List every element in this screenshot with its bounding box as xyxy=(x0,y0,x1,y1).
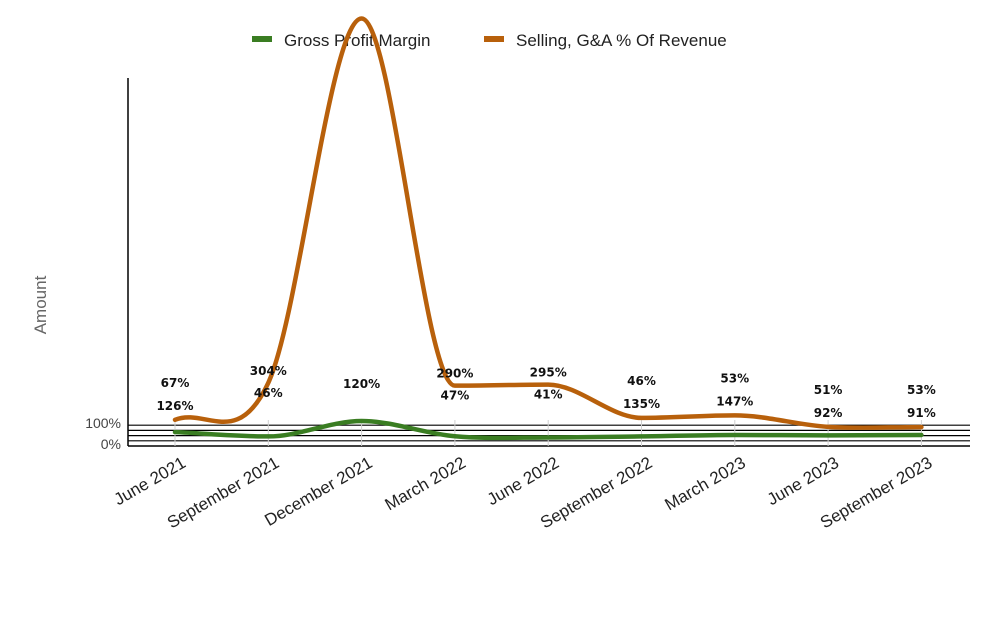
legend-label-gross-profit-margin: Gross Profit Margin xyxy=(284,31,430,50)
data-label-gross-profit-margin: 46% xyxy=(627,374,656,388)
series-line-selling-g-a-of-revenue[interactable] xyxy=(172,16,924,431)
x-tick-june-2021: June 2021 xyxy=(111,453,189,509)
x-tick-march-2022: March 2022 xyxy=(382,453,469,514)
legend-item-selling-ga[interactable]: Selling, G&A % Of Revenue xyxy=(484,31,727,50)
data-label-selling-ga: 126% xyxy=(156,399,193,413)
data-label-gross-profit-margin: 47% xyxy=(441,389,470,403)
y-tick-0: 0% xyxy=(101,436,121,452)
data-label-selling-ga: 295% xyxy=(530,366,567,380)
series-lines xyxy=(172,16,924,441)
series-line-gross-profit-margin[interactable] xyxy=(172,418,924,441)
y-tick-100: 100% xyxy=(85,415,121,431)
data-label-selling-ga: 92% xyxy=(814,406,843,420)
y-axis-title: Amount xyxy=(31,275,50,334)
legend-swatch-selling-ga xyxy=(484,36,504,42)
legend-item-gross-profit-margin[interactable]: Gross Profit Margin xyxy=(252,31,430,50)
legend-label-selling-ga: Selling, G&A % Of Revenue xyxy=(516,31,727,50)
x-tick-june-2023: June 2023 xyxy=(764,453,842,509)
legend: Gross Profit Margin Selling, G&A % Of Re… xyxy=(252,31,727,50)
legend-swatch-gross-profit-margin xyxy=(252,36,272,42)
y-axis-ticks: 0% 100% xyxy=(85,415,121,452)
data-label-gross-profit-margin: 120% xyxy=(343,377,380,391)
data-label-gross-profit-margin: 53% xyxy=(720,371,749,385)
data-label-gross-profit-margin: 46% xyxy=(254,386,283,400)
data-label-gross-profit-margin: 67% xyxy=(161,376,190,390)
data-label-gross-profit-margin: 53% xyxy=(907,383,936,397)
data-label-selling-ga: 135% xyxy=(623,397,660,411)
data-label-selling-ga: 290% xyxy=(436,367,473,381)
data-label-gross-profit-margin: 51% xyxy=(814,383,843,397)
x-tick-june-2022: June 2022 xyxy=(484,453,562,509)
data-label-gross-profit-margin: 41% xyxy=(534,388,563,402)
data-label-selling-ga: 147% xyxy=(716,394,753,408)
x-tick-march-2023: March 2023 xyxy=(662,453,749,514)
data-label-selling-ga: 91% xyxy=(907,406,936,420)
data-label-selling-ga: 304% xyxy=(250,364,287,378)
data-labels: 67% 126% 46% 304% 120% 47% 290% 41% 295% 46% 135% 5… xyxy=(156,364,935,420)
